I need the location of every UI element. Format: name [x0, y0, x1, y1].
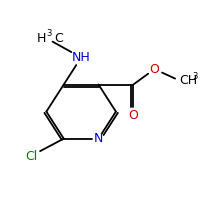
- Text: O: O: [128, 109, 138, 122]
- Text: H: H: [37, 32, 46, 45]
- Text: O: O: [150, 63, 159, 76]
- Text: 3: 3: [192, 72, 198, 81]
- Text: CH: CH: [180, 74, 198, 87]
- Text: C: C: [54, 32, 63, 45]
- Text: 3: 3: [46, 29, 52, 38]
- Text: NH: NH: [72, 51, 91, 64]
- Text: Cl: Cl: [25, 150, 37, 163]
- Text: N: N: [94, 132, 103, 145]
